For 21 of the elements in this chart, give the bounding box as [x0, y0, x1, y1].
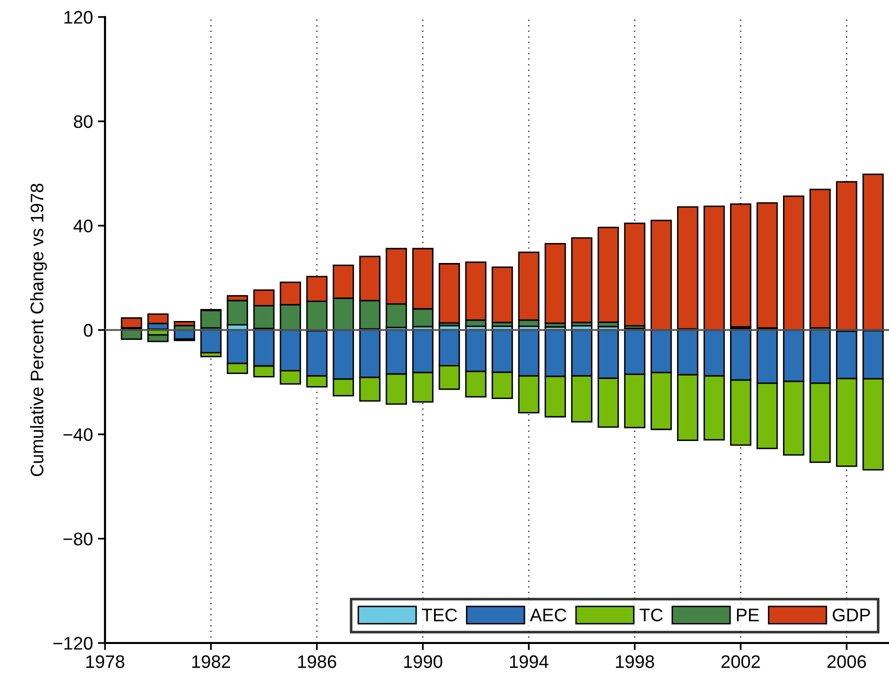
legend-label: TC: [640, 608, 663, 622]
y-tick-label: −40: [63, 428, 92, 442]
x-tick-label: 1990: [404, 655, 442, 668]
x-tick-label: 1994: [510, 655, 548, 668]
y-tick-label: 40: [74, 220, 92, 232]
y-axis-title: Cumulative Percent Change vs 1978: [30, 184, 47, 476]
x-tick-label: 1978: [86, 655, 124, 668]
y-tick-label: 120: [64, 10, 92, 24]
x-tick-label: 1998: [616, 655, 654, 668]
x-tick-label: 2006: [827, 655, 866, 668]
legend-label: AEC: [530, 608, 566, 622]
legend-label: PE: [736, 608, 759, 622]
y-tick-label: 0: [84, 324, 92, 337]
x-tick-label: 2002: [722, 655, 760, 668]
x-tick-label: 1986: [298, 655, 336, 668]
y-tick-label: −120: [53, 636, 92, 650]
x-tick-label: 1982: [192, 655, 230, 668]
y-tick-label: 80: [74, 115, 92, 128]
y-tick-label: −80: [63, 532, 92, 546]
legend-label: TEC: [422, 608, 457, 622]
legend-label: GDP: [832, 608, 870, 622]
